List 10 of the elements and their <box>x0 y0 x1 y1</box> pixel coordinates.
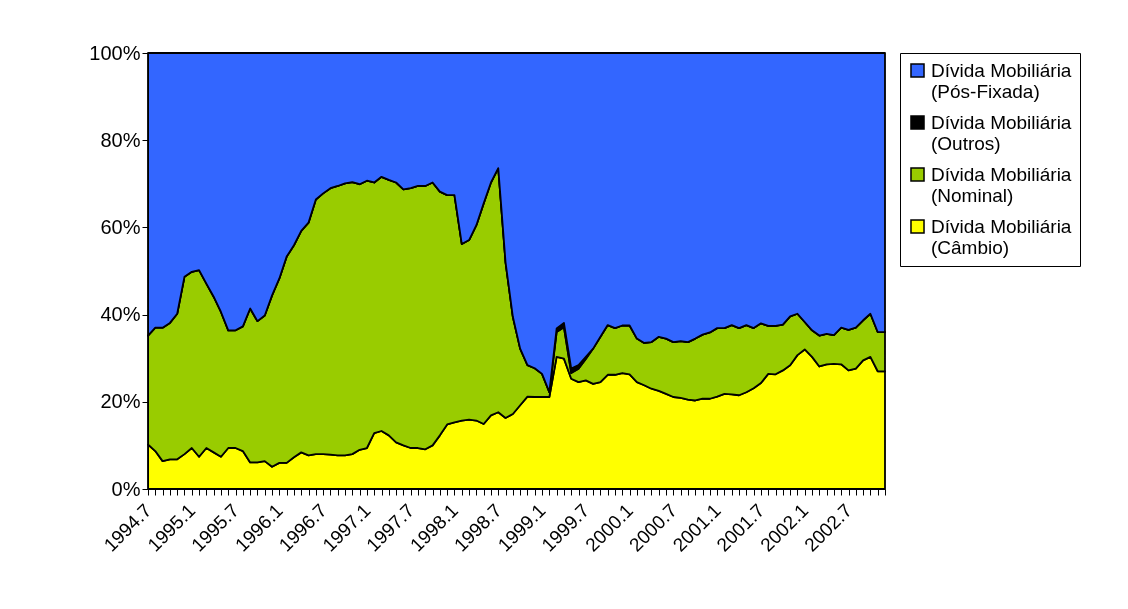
y-tick-label: 20% <box>100 390 141 413</box>
y-tick-label: 40% <box>100 303 141 326</box>
y-tick-label: 0% <box>111 477 141 500</box>
y-tick-label: 60% <box>100 215 141 238</box>
legend-label: Dívida Mobiliária (Nominal) <box>931 163 1072 206</box>
y-tick-label: 80% <box>100 128 141 151</box>
legend-label: Dívida Mobiliária (Pós-Fixada) <box>931 59 1072 102</box>
legend-label: Dívida Mobiliária (Outros) <box>931 111 1072 154</box>
legend-label: Dívida Mobiliária (Câmbio) <box>931 215 1072 258</box>
y-tick-label: 100% <box>89 41 141 64</box>
